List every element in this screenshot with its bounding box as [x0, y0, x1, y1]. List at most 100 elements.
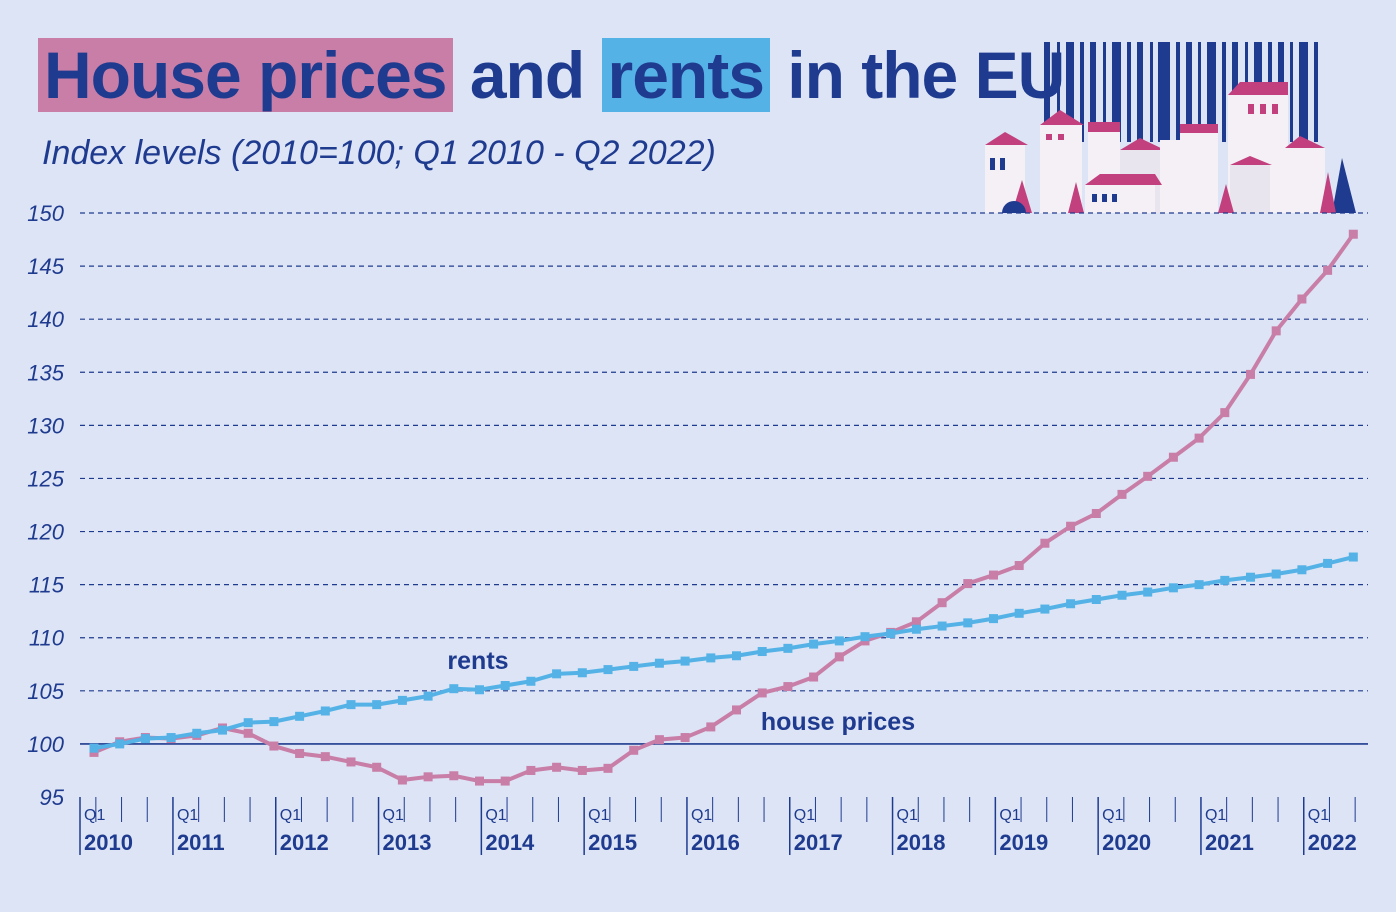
quarter-label: Q1 — [588, 807, 609, 824]
data-point — [680, 656, 690, 666]
data-point — [500, 776, 510, 786]
data-point — [346, 700, 356, 710]
data-point — [1297, 565, 1307, 575]
data-point — [680, 733, 690, 743]
year-label: 2010 — [84, 830, 133, 855]
data-point — [1246, 369, 1255, 379]
data-point — [629, 661, 639, 671]
y-tick-label: 135 — [27, 360, 64, 385]
data-point — [834, 652, 844, 662]
data-point — [911, 617, 921, 627]
quarter-label: Q1 — [84, 807, 105, 824]
year-label: 2016 — [691, 830, 740, 855]
annotation-layer: rents house prices — [447, 647, 915, 736]
city-illustration — [985, 42, 1356, 213]
data-point — [1220, 575, 1230, 585]
year-label: 2022 — [1308, 830, 1357, 855]
data-point — [1040, 604, 1050, 614]
year-label: 2020 — [1102, 830, 1151, 855]
title-rents: rents — [601, 38, 770, 112]
data-point — [911, 624, 921, 634]
data-point — [834, 636, 844, 646]
y-tick-label: 120 — [27, 520, 64, 545]
year-label: 2021 — [1205, 830, 1254, 855]
data-point — [886, 628, 896, 638]
y-tick-label: 115 — [29, 573, 65, 598]
series-line — [93, 233, 1355, 784]
year-label: 2015 — [588, 830, 637, 855]
data-point — [706, 722, 716, 732]
data-point — [706, 653, 716, 663]
chart-subtitle: Index levels (2010=100; Q1 2010 - Q2 202… — [42, 134, 716, 172]
title-in-the-eu: in the EU — [787, 38, 1065, 112]
series-house-prices — [89, 229, 1358, 786]
quarter-label: Q1 — [691, 807, 712, 824]
y-tick-label: 145 — [27, 254, 64, 279]
data-point — [500, 681, 510, 691]
y-tick-label: 140 — [27, 307, 64, 332]
house-prices-label: house prices — [761, 708, 915, 736]
data-point — [1014, 608, 1024, 618]
series-layer — [89, 229, 1358, 786]
data-point — [346, 757, 356, 767]
year-label: 2013 — [383, 830, 432, 855]
data-point — [937, 598, 947, 608]
year-label: 2019 — [999, 830, 1048, 855]
data-point — [757, 647, 767, 657]
data-point — [1040, 538, 1050, 548]
chart-title: House prices and rents in the EU — [38, 30, 1065, 120]
data-point — [320, 706, 330, 716]
year-label: 2017 — [794, 830, 843, 855]
quarter-label: Q1 — [1102, 807, 1123, 824]
y-tick-label: 105 — [27, 679, 64, 704]
data-point — [603, 763, 613, 773]
data-point — [989, 614, 998, 624]
data-point — [1323, 558, 1333, 568]
data-point — [475, 685, 484, 695]
y-tick-label: 100 — [27, 732, 64, 757]
data-point — [757, 688, 767, 698]
y-tick-label: 150 — [27, 201, 64, 226]
data-point — [1143, 587, 1153, 597]
data-point — [1168, 452, 1178, 462]
quarter-label: Q1 — [1205, 807, 1226, 824]
data-point — [372, 700, 382, 710]
data-point — [1066, 521, 1076, 531]
data-point — [320, 752, 330, 762]
data-point — [629, 745, 639, 755]
data-point — [1014, 561, 1024, 571]
data-point — [218, 725, 227, 735]
data-point — [809, 639, 819, 649]
data-point — [732, 651, 741, 661]
data-point — [783, 682, 793, 692]
data-point — [397, 695, 407, 705]
data-point — [89, 743, 99, 753]
data-point — [423, 772, 433, 782]
data-point — [963, 618, 973, 628]
data-point — [1117, 489, 1127, 499]
data-point — [295, 711, 305, 721]
data-point — [860, 632, 870, 642]
data-point — [372, 762, 382, 772]
x-axis: Q1 2010 Q1 2011 Q1 2012 Q1 2013 Q1 2014 Q1 2015 Q1 20… — [79, 797, 1357, 855]
data-point — [526, 765, 536, 775]
y-tick-label: 130 — [27, 413, 64, 438]
quarter-label: Q1 — [485, 807, 506, 824]
data-point — [1091, 508, 1101, 518]
data-point — [1323, 265, 1333, 275]
data-point — [937, 621, 947, 631]
data-point — [1168, 583, 1178, 593]
data-point — [1143, 471, 1153, 481]
y-tick-label: 125 — [27, 466, 64, 491]
data-point — [577, 668, 587, 678]
quarter-label: Q1 — [999, 807, 1020, 824]
data-point — [1271, 326, 1281, 336]
data-point — [654, 735, 664, 745]
quarter-label: Q1 — [280, 807, 301, 824]
data-point — [1271, 569, 1281, 579]
houses-graphic — [985, 82, 1356, 213]
quarter-label: Q1 — [177, 807, 198, 824]
data-point — [423, 691, 433, 701]
data-point — [552, 762, 562, 772]
data-point — [809, 672, 819, 682]
